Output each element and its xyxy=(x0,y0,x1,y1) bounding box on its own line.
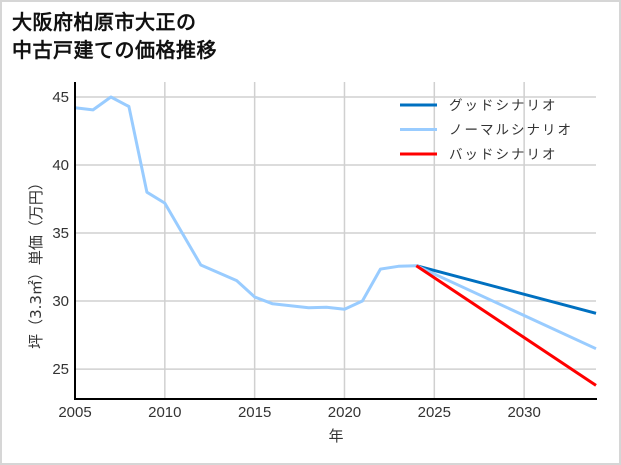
chart-title: 大阪府柏原市大正の 中古戸建ての価格推移 xyxy=(12,8,217,64)
chart-title-line1: 大阪府柏原市大正の xyxy=(12,10,197,34)
legend-label: グッドシナリオ xyxy=(449,98,558,114)
y-tick-labels: 25 30 35 40 45 xyxy=(52,89,69,378)
x-tick-labels: 2005 2010 2015 2020 2025 2030 xyxy=(58,404,541,421)
legend-label: バッドシナリオ xyxy=(449,147,558,163)
gridlines xyxy=(75,82,596,399)
series-line xyxy=(415,264,597,387)
data-series xyxy=(74,95,597,387)
x-tick-label: 2010 xyxy=(148,404,181,421)
y-tick-label: 25 xyxy=(52,361,69,378)
x-tick-label: 2030 xyxy=(507,404,540,421)
y-tick-label: 40 xyxy=(52,157,69,174)
x-tick-label: 2025 xyxy=(418,404,451,421)
series-line xyxy=(74,95,417,311)
series-line xyxy=(415,264,597,315)
y-tick-label: 45 xyxy=(52,89,69,106)
y-tick-label: 30 xyxy=(52,293,69,310)
chart-title-line2: 中古戸建ての価格推移 xyxy=(12,38,217,62)
x-tick-label: 2015 xyxy=(238,404,271,421)
y-axis-label: 坪（3.3㎡）単価（万円） xyxy=(27,175,45,349)
y-tick-label: 35 xyxy=(52,225,69,242)
x-axis-label: 年 xyxy=(328,427,343,445)
x-tick-label: 2005 xyxy=(58,404,91,421)
legend-label: ノーマルシナリオ xyxy=(449,123,573,139)
x-tick-label: 2020 xyxy=(328,404,361,421)
axes xyxy=(74,82,597,400)
series-line xyxy=(415,264,597,351)
